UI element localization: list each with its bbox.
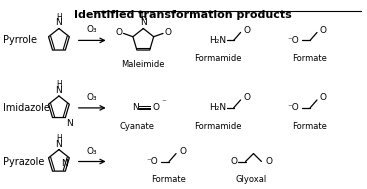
Text: Imidazole: Imidazole <box>3 103 50 113</box>
Text: O: O <box>179 147 186 156</box>
Text: Cyanate: Cyanate <box>120 122 155 131</box>
Text: O: O <box>320 26 327 35</box>
Text: Formamide: Formamide <box>194 122 241 131</box>
Text: ⁻: ⁻ <box>161 98 166 107</box>
Text: N: N <box>140 19 147 27</box>
Text: ⁻O: ⁻O <box>287 103 299 112</box>
Text: N: N <box>55 86 62 95</box>
Text: O₃: O₃ <box>86 93 97 102</box>
Text: O: O <box>115 28 122 37</box>
Text: O: O <box>153 103 160 112</box>
Text: O₃: O₃ <box>86 26 97 34</box>
Text: H: H <box>56 80 62 89</box>
Text: N: N <box>66 119 73 128</box>
Text: O: O <box>230 157 237 166</box>
Text: H: H <box>141 12 146 22</box>
Text: Formate: Formate <box>292 54 327 63</box>
Text: H₂N: H₂N <box>209 103 226 112</box>
Text: O₃: O₃ <box>86 146 97 156</box>
Text: ⁻O: ⁻O <box>287 36 299 45</box>
Text: O: O <box>320 94 327 102</box>
Text: N: N <box>132 103 139 112</box>
Text: N: N <box>62 159 68 168</box>
Text: Formate: Formate <box>151 175 186 184</box>
Text: H: H <box>56 134 62 143</box>
Text: Formamide: Formamide <box>194 54 241 63</box>
Text: O: O <box>244 26 251 35</box>
Text: Pyrrole: Pyrrole <box>3 35 37 45</box>
Text: O: O <box>244 94 251 102</box>
Text: Formate: Formate <box>292 122 327 131</box>
Text: Glyoxal: Glyoxal <box>236 175 267 184</box>
Text: Identified transformation products: Identified transformation products <box>74 10 292 20</box>
Text: H: H <box>56 12 62 22</box>
Text: H₂N: H₂N <box>209 36 226 45</box>
Text: ⁻O: ⁻O <box>146 157 158 166</box>
Text: N: N <box>55 19 62 27</box>
Text: N: N <box>55 140 62 149</box>
Text: O: O <box>265 157 272 166</box>
Text: Maleimide: Maleimide <box>121 60 165 69</box>
Text: O: O <box>164 28 171 37</box>
Text: Pyrazole: Pyrazole <box>3 156 45 167</box>
